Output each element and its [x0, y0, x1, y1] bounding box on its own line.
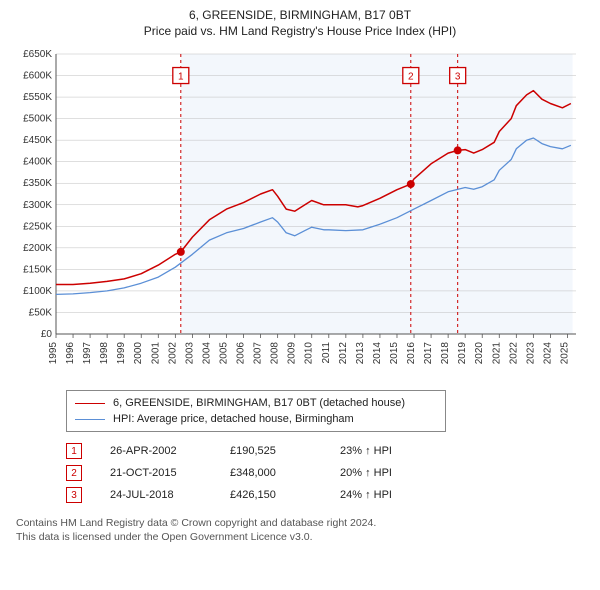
svg-text:£650K: £650K — [23, 49, 52, 60]
sale-date: 24-JUL-2018 — [110, 489, 230, 501]
svg-text:2017: 2017 — [423, 342, 434, 365]
svg-text:1995: 1995 — [48, 342, 59, 365]
svg-text:2012: 2012 — [338, 342, 349, 365]
svg-text:2015: 2015 — [389, 342, 400, 365]
svg-text:2: 2 — [408, 72, 414, 83]
footer-line: Contains HM Land Registry data © Crown c… — [16, 516, 592, 530]
svg-text:2001: 2001 — [150, 342, 161, 365]
svg-text:£300K: £300K — [23, 200, 52, 211]
footer: Contains HM Land Registry data © Crown c… — [16, 516, 592, 544]
svg-text:2019: 2019 — [457, 342, 468, 365]
svg-text:1999: 1999 — [116, 342, 127, 365]
svg-text:2000: 2000 — [133, 342, 144, 365]
sale-date: 26-APR-2002 — [110, 445, 230, 457]
sale-marker-box: 1 — [66, 443, 82, 459]
svg-text:£500K: £500K — [23, 114, 52, 125]
svg-text:£150K: £150K — [23, 264, 52, 275]
sale-price: £190,525 — [230, 445, 340, 457]
svg-text:£0: £0 — [41, 329, 53, 340]
svg-text:2011: 2011 — [321, 342, 332, 364]
svg-text:2021: 2021 — [491, 342, 502, 365]
sale-marker-box: 3 — [66, 487, 82, 503]
svg-text:2005: 2005 — [218, 342, 229, 365]
legend: 6, GREENSIDE, BIRMINGHAM, B17 0BT (detac… — [66, 390, 446, 432]
legend-label: 6, GREENSIDE, BIRMINGHAM, B17 0BT (detac… — [113, 397, 405, 409]
legend-swatch — [75, 419, 105, 420]
sale-date: 21-OCT-2015 — [110, 467, 230, 479]
svg-text:2009: 2009 — [287, 342, 298, 365]
chart-area: £0 £50K £100K £150K £200K £250K £300K £350K £400… — [8, 44, 592, 384]
svg-text:£100K: £100K — [23, 286, 52, 297]
svg-text:£200K: £200K — [23, 243, 52, 254]
svg-text:2006: 2006 — [236, 342, 247, 365]
sale-marker-box: 2 — [66, 465, 82, 481]
svg-text:2002: 2002 — [167, 342, 178, 365]
svg-text:1996: 1996 — [65, 342, 76, 365]
svg-text:£550K: £550K — [23, 92, 52, 103]
svg-text:2018: 2018 — [440, 342, 451, 365]
sale-delta: 24% ↑ HPI — [340, 489, 450, 501]
svg-text:1998: 1998 — [99, 342, 110, 365]
svg-text:2023: 2023 — [525, 342, 536, 365]
title-line-2: Price paid vs. HM Land Registry's House … — [8, 24, 592, 38]
svg-text:£400K: £400K — [23, 157, 52, 168]
legend-swatch — [75, 403, 105, 404]
sale-delta: 23% ↑ HPI — [340, 445, 450, 457]
legend-item: 6, GREENSIDE, BIRMINGHAM, B17 0BT (detac… — [75, 395, 437, 411]
sale-row: 1 26-APR-2002 £190,525 23% ↑ HPI — [66, 440, 592, 462]
footer-line: This data is licensed under the Open Gov… — [16, 530, 592, 544]
price-chart: £0 £50K £100K £150K £200K £250K £300K £350K £400… — [8, 44, 592, 384]
svg-text:3: 3 — [455, 72, 461, 83]
svg-text:2022: 2022 — [508, 342, 519, 365]
sale-price: £348,000 — [230, 467, 340, 479]
svg-text:2014: 2014 — [372, 342, 383, 365]
svg-text:£600K: £600K — [23, 71, 52, 82]
svg-text:2008: 2008 — [270, 342, 281, 365]
chart-title-block: 6, GREENSIDE, BIRMINGHAM, B17 0BT Price … — [8, 8, 592, 38]
svg-text:2020: 2020 — [474, 342, 485, 365]
sale-delta: 20% ↑ HPI — [340, 467, 450, 479]
svg-text:2024: 2024 — [542, 342, 553, 365]
svg-text:2007: 2007 — [253, 342, 264, 365]
svg-text:2016: 2016 — [406, 342, 417, 365]
svg-text:2003: 2003 — [184, 342, 195, 365]
svg-text:2004: 2004 — [201, 342, 212, 365]
svg-text:£450K: £450K — [23, 135, 52, 146]
svg-text:£250K: £250K — [23, 221, 52, 232]
sale-row: 3 24-JUL-2018 £426,150 24% ↑ HPI — [66, 484, 592, 506]
sales-table: 1 26-APR-2002 £190,525 23% ↑ HPI 2 21-OC… — [66, 440, 592, 506]
svg-text:£50K: £50K — [29, 307, 53, 318]
legend-label: HPI: Average price, detached house, Birm… — [113, 413, 354, 425]
svg-text:2025: 2025 — [559, 342, 570, 365]
svg-text:1997: 1997 — [82, 342, 93, 365]
svg-text:2010: 2010 — [304, 342, 315, 365]
title-line-1: 6, GREENSIDE, BIRMINGHAM, B17 0BT — [8, 8, 592, 22]
sale-price: £426,150 — [230, 489, 340, 501]
svg-text:2013: 2013 — [355, 342, 366, 365]
sale-row: 2 21-OCT-2015 £348,000 20% ↑ HPI — [66, 462, 592, 484]
svg-text:1: 1 — [178, 72, 184, 83]
svg-text:£350K: £350K — [23, 178, 52, 189]
legend-item: HPI: Average price, detached house, Birm… — [75, 411, 437, 427]
